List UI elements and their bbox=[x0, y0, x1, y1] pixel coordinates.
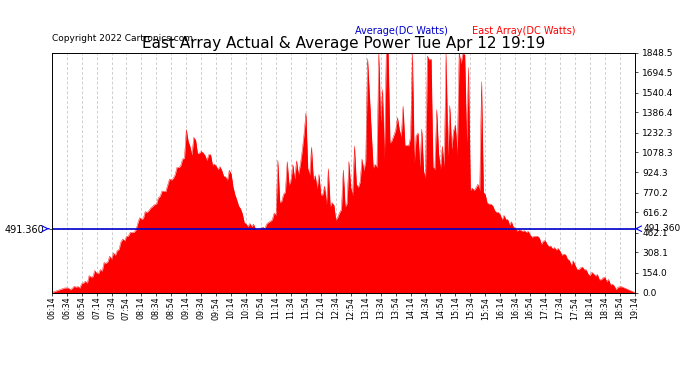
Title: East Array Actual & Average Power Tue Apr 12 19:19: East Array Actual & Average Power Tue Ap… bbox=[141, 36, 545, 51]
Text: 491.360: 491.360 bbox=[643, 224, 680, 233]
Text: Copyright 2022 Cartronics.com: Copyright 2022 Cartronics.com bbox=[52, 34, 193, 43]
Text: East Array(DC Watts): East Array(DC Watts) bbox=[471, 26, 575, 36]
Text: Average(DC Watts): Average(DC Watts) bbox=[355, 26, 448, 36]
